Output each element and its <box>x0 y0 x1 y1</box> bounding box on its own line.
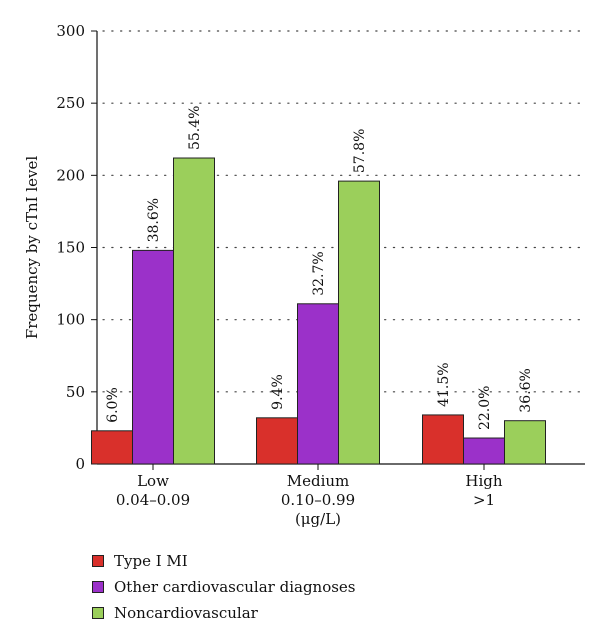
x-category-label: Medium <box>287 472 350 490</box>
y-tick-label: 250 <box>56 94 85 112</box>
legend-item-noncardiovascular: Noncardiovascular <box>92 600 356 626</box>
x-category-label: >1 <box>473 491 495 509</box>
bar <box>504 420 546 465</box>
y-tick-label: 200 <box>56 166 85 184</box>
bar <box>91 430 133 465</box>
legend-label-noncardiovascular: Noncardiovascular <box>114 604 258 622</box>
data-label: 38.6% <box>146 198 162 242</box>
bar <box>132 249 174 465</box>
bar <box>297 303 339 465</box>
data-label: 22.0% <box>477 386 493 430</box>
legend-label-type-i-mi: Type I MI <box>114 552 188 570</box>
x-category-label: 0.10–0.99 <box>281 491 355 509</box>
data-label: 6.0% <box>105 387 121 423</box>
legend-item-type-i-mi: Type I MI <box>92 548 356 574</box>
data-label: 41.5% <box>436 362 452 406</box>
y-tick-label: 100 <box>56 311 85 329</box>
y-tick-label: 50 <box>66 383 85 401</box>
data-label: 9.4% <box>270 374 286 410</box>
legend-label-other-cardiovascular: Other cardiovascular diagnoses <box>114 578 356 596</box>
bar <box>338 180 380 465</box>
bar <box>173 157 215 465</box>
legend-swatch-noncardiovascular <box>92 607 104 619</box>
data-label: 36.6% <box>518 368 534 412</box>
y-tick-label: 300 <box>56 22 85 40</box>
bar <box>463 437 505 465</box>
data-label: 32.7% <box>311 251 327 295</box>
data-label: 55.4% <box>187 106 203 150</box>
y-axis-title: Frequency by cTnI level <box>23 156 41 340</box>
data-label: 57.8% <box>352 129 368 173</box>
bar <box>256 417 298 465</box>
x-category-label: (μg/L) <box>295 510 341 528</box>
legend: Type I MI Other cardiovascular diagnoses… <box>92 548 356 626</box>
x-category-label: High <box>465 472 502 490</box>
bar <box>422 414 464 465</box>
legend-swatch-type-i-mi <box>92 555 104 567</box>
legend-item-other-cardiovascular: Other cardiovascular diagnoses <box>92 574 356 600</box>
legend-swatch-other-cardiovascular <box>92 581 104 593</box>
x-category-label: Low <box>137 472 169 490</box>
y-tick-label: 150 <box>56 239 85 257</box>
x-category-label: 0.04–0.09 <box>116 491 190 509</box>
y-tick-label: 0 <box>75 455 85 473</box>
